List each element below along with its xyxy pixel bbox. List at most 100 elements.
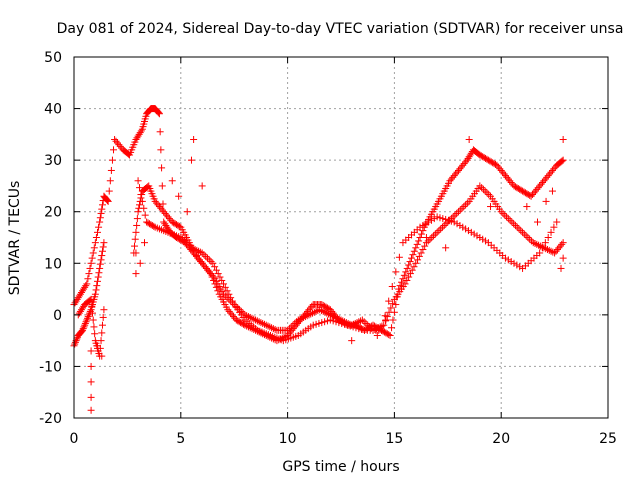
- data-point-marker: [516, 185, 524, 193]
- data-point-marker: [479, 235, 487, 243]
- data-point-marker: [140, 239, 148, 247]
- data-point-marker: [150, 222, 158, 230]
- data-point-marker: [198, 249, 206, 257]
- data-point-marker: [160, 208, 168, 216]
- data-point-marker: [559, 239, 567, 247]
- data-point-marker: [487, 203, 495, 211]
- data-point-marker: [496, 165, 504, 173]
- data-point-marker: [218, 276, 226, 284]
- data-point-marker: [493, 161, 501, 169]
- data-point-marker: [259, 319, 267, 327]
- data-point-marker: [93, 228, 101, 236]
- data-point-marker: [548, 166, 556, 174]
- data-point-marker: [301, 313, 309, 321]
- data-point-marker: [526, 235, 534, 243]
- data-point-marker: [165, 215, 173, 223]
- data-point-marker: [296, 315, 304, 323]
- data-point-marker: [204, 266, 212, 274]
- data-point-marker: [519, 187, 527, 195]
- data-point-marker: [200, 251, 208, 259]
- data-point-marker: [89, 316, 97, 324]
- data-point-marker: [79, 326, 87, 334]
- data-point-marker: [545, 246, 553, 254]
- data-point-marker: [198, 182, 206, 190]
- data-point-marker: [487, 158, 495, 166]
- data-point-marker: [113, 139, 121, 147]
- data-point-marker: [508, 218, 516, 226]
- data-point-marker: [325, 310, 333, 318]
- data-point-marker: [309, 309, 317, 317]
- data-point-marker: [483, 189, 491, 197]
- data-point-marker: [82, 318, 90, 326]
- data-point-marker: [453, 220, 461, 228]
- data-point-marker: [462, 201, 470, 209]
- data-point-marker: [98, 247, 106, 255]
- data-point-marker: [463, 199, 471, 207]
- data-point-marker: [548, 187, 556, 195]
- data-point-marker: [504, 215, 512, 223]
- data-point-marker: [358, 316, 366, 324]
- data-point-marker: [216, 273, 224, 281]
- data-point-marker: [550, 165, 558, 173]
- data-point-marker: [352, 324, 360, 332]
- data-point-marker: [318, 319, 326, 327]
- data-point-marker: [349, 323, 357, 331]
- data-point-marker: [510, 182, 518, 190]
- data-point-marker: [442, 244, 450, 252]
- data-point-marker: [355, 325, 363, 333]
- data-point-marker: [447, 217, 455, 225]
- data-point-marker: [319, 301, 327, 309]
- data-point-marker: [503, 173, 511, 181]
- data-point-marker: [386, 331, 394, 339]
- data-point-marker: [96, 260, 104, 268]
- data-point-marker: [490, 160, 498, 168]
- data-point-marker: [358, 325, 366, 333]
- data-point-marker: [527, 237, 535, 245]
- data-point-marker: [389, 316, 397, 324]
- data-point-marker: [385, 331, 393, 339]
- data-point-marker: [383, 330, 391, 338]
- data-point-marker: [546, 170, 554, 178]
- data-point-marker: [538, 244, 546, 252]
- data-point-marker: [531, 240, 539, 248]
- data-point-marker: [87, 259, 95, 267]
- data-point-marker: [405, 273, 413, 281]
- data-point-marker: [410, 263, 418, 271]
- data-point-marker: [235, 318, 243, 326]
- data-point-marker: [329, 317, 337, 325]
- data-point-marker: [401, 280, 409, 288]
- data-point-marker: [97, 209, 105, 217]
- data-point-marker: [462, 225, 470, 233]
- data-point-marker: [84, 275, 92, 283]
- data-point-marker: [91, 239, 99, 247]
- data-point-marker: [385, 297, 393, 305]
- data-point-marker: [87, 362, 95, 370]
- data-point-marker: [452, 170, 460, 178]
- data-point-marker: [132, 228, 140, 236]
- data-point-marker: [157, 146, 165, 154]
- data-point-marker: [497, 166, 505, 174]
- data-point-marker: [419, 246, 427, 254]
- data-point-marker: [158, 182, 166, 190]
- data-point-marker: [198, 259, 206, 267]
- data-point-marker: [264, 322, 272, 330]
- data-point-marker: [348, 337, 356, 345]
- data-point-marker: [457, 163, 465, 171]
- data-point-marker: [412, 244, 420, 252]
- data-point-marker: [497, 208, 505, 216]
- data-point-marker: [177, 234, 185, 241]
- data-point-marker: [483, 155, 491, 163]
- x-axis-label: GPS time / hours: [282, 459, 399, 475]
- data-point-marker: [536, 182, 544, 190]
- data-point-marker: [456, 165, 464, 173]
- data-point-marker: [221, 283, 229, 291]
- data-point-marker: [519, 228, 527, 236]
- data-point-marker: [105, 187, 113, 195]
- data-point-marker: [460, 160, 468, 168]
- data-point-marker: [227, 309, 235, 317]
- x-tick-label: 10: [279, 431, 297, 447]
- data-point-marker: [132, 249, 140, 257]
- data-point-marker: [478, 184, 486, 192]
- data-point-marker: [87, 406, 95, 414]
